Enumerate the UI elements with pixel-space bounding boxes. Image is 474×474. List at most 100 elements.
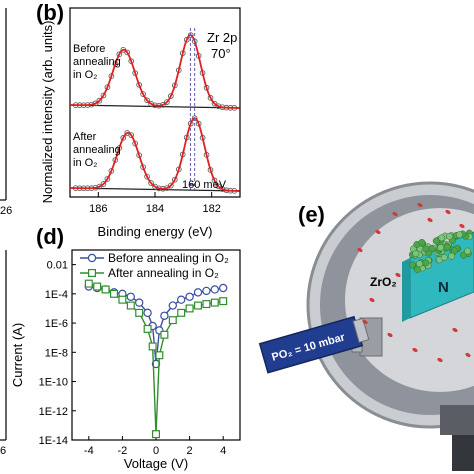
substrate-label: N [438,279,449,296]
panel-d-point-after [160,330,169,339]
panel-b-xticks: 186 184 182 [89,192,221,215]
panel-b-fit-before [69,34,240,109]
panel-d-ytick-label: 1E-8 [45,347,68,359]
panel-b-point-after [128,132,135,138]
panel-b-point-before [144,97,150,104]
oxide-particle [464,247,472,255]
panel-b-point-before [124,49,131,56]
panel-b-xtick-label: 182 [202,203,220,215]
panel-d-point-after [155,351,164,360]
oxide-particle [450,247,458,255]
panel-d-point-after [84,279,93,288]
panel-e: (e) PO₂ = 10 mbar N ZrO₂ [258,181,474,471]
oxide-particle [432,237,440,245]
panel-b-point-after [148,180,154,186]
gas-inlet-tube: PO₂ = 10 mbar [258,315,370,374]
panel-d-point-after [194,301,203,310]
panel-d-yticks: 0.01 1E-4 1E-6 1E-8 1E-10 1E-12 1E-14 [39,260,76,447]
oxide-particles [408,229,473,273]
panel-d-xticks: -4 -2 0 2 4 [84,436,226,457]
panel-b-point-before [164,99,170,105]
oxygen-molecule [417,202,423,208]
panel-b-point-after [100,181,107,187]
oxygen-molecule [357,247,363,253]
panel-d: (d) Current (A) 0.01 1E-4 1E-6 1E-8 1E-10 1E-… [10,224,241,471]
panel-d-point-after [152,430,161,439]
panel-d-point-before [193,288,203,297]
panel-d-ytick-label: 1E-6 [45,318,68,330]
oxygen-molecule [387,332,393,338]
panel-b-before-line1: Before [73,43,105,55]
panel-b-after-line1: After [73,131,97,143]
panel-b-xtick-label: 184 [146,203,164,215]
oxide-particle [460,251,467,259]
panel-d-point-before [126,292,136,301]
panel-b-point-before [100,92,107,99]
panel-d-point-after [109,289,118,298]
oxygen-molecule [369,297,375,303]
panel-d-point-before [185,292,194,301]
left-fragment: 26 6 [0,8,12,457]
oxide-particle [445,232,453,240]
panel-d-legend-label-1: After annealing in O₂ [108,266,219,280]
panel-b-curves [69,28,241,194]
oxide-particle [440,253,448,261]
oxide-particle [409,261,416,269]
panel-d-xtick-label: 2 [187,445,193,457]
panel-b-after-line3: in O₂ [73,157,97,169]
oxide-particle [437,244,445,252]
panel-b-background-before [69,104,241,109]
oxide-particle [422,259,430,267]
panel-b-point-after [104,176,111,182]
oxide-particle [422,245,430,253]
panel-d-xtick-label: 0 [153,445,159,457]
panel-d-ytick-label: 1E-4 [45,289,68,301]
panel-b: (b) Normalized intensity (arb. units) 18… [36,0,241,239]
panel-d-point-before [134,298,144,307]
panel-d-point-after [148,342,157,351]
panel-d-ytick-label: 1E-10 [39,377,68,389]
panel-d-ylabel: Current (A) [10,323,25,387]
oxygen-molecule [427,217,433,223]
panel-d-point-before [168,301,177,310]
oxide-particle [438,234,446,242]
oxygen-molecule [452,327,458,333]
panel-b-before-line2: annealing [73,56,121,68]
left-tick-top: 26 [0,205,12,217]
panel-d-point-after [101,285,110,294]
panel-d-point-before [210,285,219,294]
panel-d-point-before [143,308,152,318]
panel-d-point-after [210,298,219,307]
panel-b-point-before [140,91,146,97]
panel-d-point-before [218,283,228,293]
oxide-particle [413,266,421,273]
oxygen-molecule [375,229,381,235]
panel-d-xtick-label: -4 [84,445,94,457]
panel-d-point-after [135,308,144,317]
panel-b-xtick-label: 186 [89,203,107,215]
panel-b-point-before [187,32,194,39]
panel-b-shift-label: 160 meV [182,179,227,191]
bottom-pump [452,435,474,471]
panel-b-point-after [120,135,127,141]
panel-b-point-after [211,177,218,184]
oxygen-molecule [459,223,465,229]
panel-d-point-after [143,324,152,333]
panel-d-ytick-label: 0.01 [47,260,68,272]
panel-b-fit-after [69,117,240,192]
panel-b-point-after [171,176,178,183]
panel-d-ytick-label: 1E-14 [39,435,68,447]
panel-b-label: (b) [36,0,64,25]
oxide-particle [455,231,463,239]
panel-b-after-line2: annealing [73,144,121,156]
panel-d-point-after [202,300,211,309]
oxygen-molecule [395,272,401,278]
panel-d-ytick-label: 1E-12 [39,406,68,418]
oxygen-molecule [437,357,443,363]
panel-d-xlabel: Voltage (V) [124,456,188,471]
panel-b-point-before [168,93,174,99]
panel-d-point-before [202,286,211,296]
panel-d-series [84,279,228,439]
